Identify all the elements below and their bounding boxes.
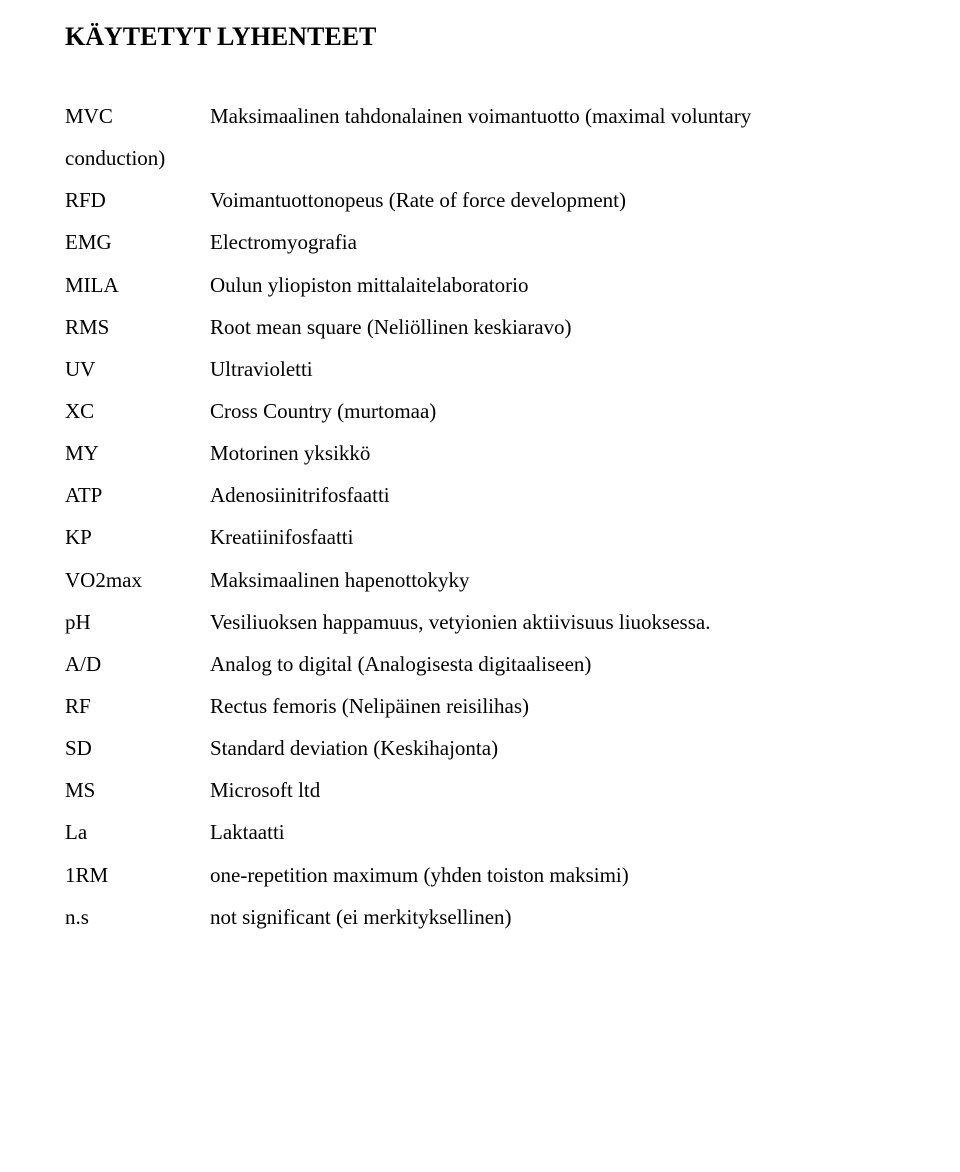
table-row: ATP Adenosiinitrifosfaatti: [65, 483, 895, 507]
abbr-cell: MVC: [65, 104, 210, 128]
abbr-cell: 1RM: [65, 863, 210, 887]
table-row: La Laktaatti: [65, 820, 895, 844]
abbr-cell: La: [65, 820, 210, 844]
def-cell: Laktaatti: [210, 820, 895, 844]
def-cell: Adenosiinitrifosfaatti: [210, 483, 895, 507]
table-row: n.s not significant (ei merkityksellinen…: [65, 905, 895, 929]
table-row: UV Ultravioletti: [65, 357, 895, 381]
table-row: RFD Voimantuottonopeus (Rate of force de…: [65, 188, 895, 212]
table-row: XC Cross Country (murtomaa): [65, 399, 895, 423]
table-row: RMS Root mean square (Neliöllinen keskia…: [65, 315, 895, 339]
abbr-cell: conduction): [65, 146, 210, 170]
def-cell: Rectus femoris (Nelipäinen reisilihas): [210, 694, 895, 718]
def-cell: Root mean square (Neliöllinen keskiaravo…: [210, 315, 895, 339]
abbr-cell: VO2max: [65, 568, 210, 592]
table-row: EMG Electromyografia: [65, 230, 895, 254]
table-row: MILA Oulun yliopiston mittalaitelaborato…: [65, 273, 895, 297]
table-row: conduction): [65, 146, 895, 170]
abbr-cell: EMG: [65, 230, 210, 254]
table-row: pH Vesiliuoksen happamuus, vetyionien ak…: [65, 610, 895, 634]
def-cell: one-repetition maximum (yhden toiston ma…: [210, 863, 895, 887]
abbr-cell: MS: [65, 778, 210, 802]
def-cell: Cross Country (murtomaa): [210, 399, 895, 423]
table-row: SD Standard deviation (Keskihajonta): [65, 736, 895, 760]
abbr-cell: RMS: [65, 315, 210, 339]
table-row: MS Microsoft ltd: [65, 778, 895, 802]
def-cell: Voimantuottonopeus (Rate of force develo…: [210, 188, 895, 212]
def-cell: Kreatiinifosfaatti: [210, 525, 895, 549]
page: KÄYTETYT LYHENTEET MVC Maksimaalinen tah…: [0, 0, 960, 1172]
abbr-cell: XC: [65, 399, 210, 423]
abbr-cell: n.s: [65, 905, 210, 929]
abbr-cell: UV: [65, 357, 210, 381]
table-row: 1RM one-repetition maximum (yhden toisto…: [65, 863, 895, 887]
def-cell: not significant (ei merkityksellinen): [210, 905, 895, 929]
def-cell: Oulun yliopiston mittalaitelaboratorio: [210, 273, 895, 297]
def-cell: Ultravioletti: [210, 357, 895, 381]
table-row: MVC Maksimaalinen tahdonalainen voimantu…: [65, 104, 895, 128]
table-row: RF Rectus femoris (Nelipäinen reisilihas…: [65, 694, 895, 718]
def-cell: Motorinen yksikkö: [210, 441, 895, 465]
table-row: KP Kreatiinifosfaatti: [65, 525, 895, 549]
abbr-cell: RFD: [65, 188, 210, 212]
def-cell: Electromyografia: [210, 230, 895, 254]
def-cell: Standard deviation (Keskihajonta): [210, 736, 895, 760]
abbr-cell: A/D: [65, 652, 210, 676]
abbr-cell: ATP: [65, 483, 210, 507]
page-title: KÄYTETYT LYHENTEET: [65, 22, 895, 52]
table-row: MY Motorinen yksikkö: [65, 441, 895, 465]
def-cell: Maksimaalinen tahdonalainen voimantuotto…: [210, 104, 895, 128]
table-row: A/D Analog to digital (Analogisesta digi…: [65, 652, 895, 676]
abbr-cell: KP: [65, 525, 210, 549]
abbr-cell: SD: [65, 736, 210, 760]
abbr-cell: MILA: [65, 273, 210, 297]
def-cell: Maksimaalinen hapenottokyky: [210, 568, 895, 592]
table-row: VO2max Maksimaalinen hapenottokyky: [65, 568, 895, 592]
def-cell: Analog to digital (Analogisesta digitaal…: [210, 652, 895, 676]
def-cell: Vesiliuoksen happamuus, vetyionien aktii…: [210, 610, 895, 634]
abbr-cell: RF: [65, 694, 210, 718]
def-cell: Microsoft ltd: [210, 778, 895, 802]
abbr-cell: pH: [65, 610, 210, 634]
abbr-cell: MY: [65, 441, 210, 465]
